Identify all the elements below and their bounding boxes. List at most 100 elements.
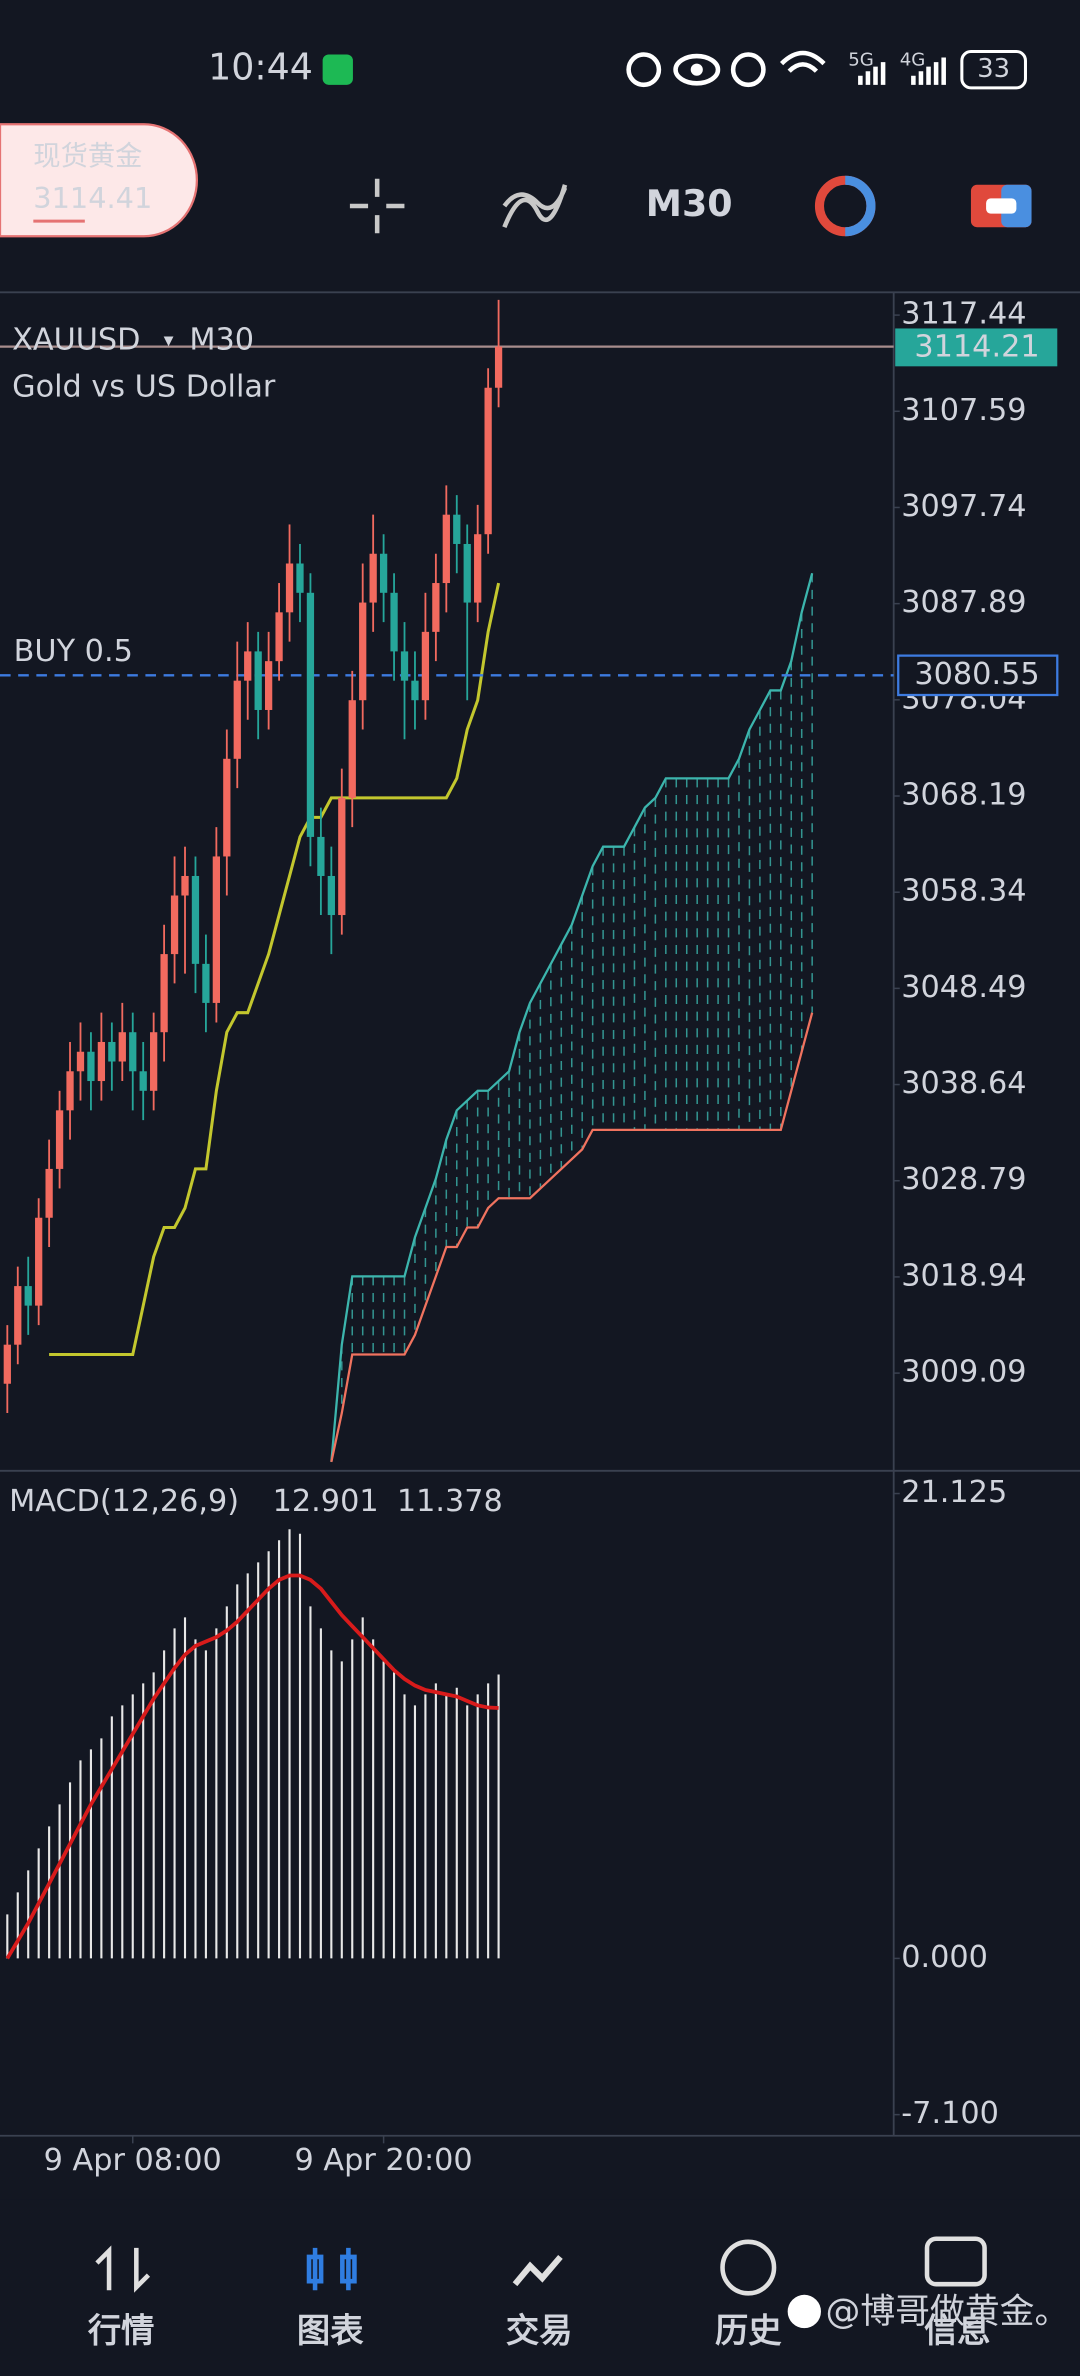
candle-body bbox=[359, 602, 367, 701]
macd-value: 12.901 bbox=[273, 1484, 379, 1519]
candle-body bbox=[160, 954, 168, 1033]
network-label: 5G bbox=[848, 50, 874, 71]
candle-body bbox=[306, 592, 315, 837]
status-icon bbox=[673, 53, 721, 86]
candle-body bbox=[118, 1032, 126, 1062]
y-tick-label: 3068.19 bbox=[901, 778, 1026, 813]
signal-bars bbox=[858, 57, 946, 85]
y-tick-label: 3087.89 bbox=[901, 585, 1026, 620]
macd-y-tick-label: 0.000 bbox=[901, 1940, 988, 1975]
candle-body bbox=[411, 680, 419, 701]
clock-button-half bbox=[844, 175, 876, 237]
status-time: 10:44 bbox=[208, 46, 313, 89]
macd-y-tick-label: 21.125 bbox=[901, 1475, 1007, 1510]
macd-label: MACD(12,26,9) bbox=[9, 1484, 239, 1519]
candle-body bbox=[170, 895, 179, 955]
chart-symbol[interactable]: XAUUSD bbox=[12, 322, 140, 357]
nav-icon bbox=[95, 2245, 151, 2293]
candle-body bbox=[66, 1071, 74, 1111]
candle-body bbox=[97, 1041, 106, 1082]
wifi-icon bbox=[779, 50, 826, 73]
chart-timeframe: M30 bbox=[189, 322, 254, 357]
candle-body bbox=[474, 534, 482, 603]
status-icon bbox=[626, 52, 662, 88]
last-price: 3114.21 bbox=[914, 330, 1039, 365]
plot bbox=[0, 299, 900, 2144]
candle-body bbox=[338, 797, 346, 916]
candle-body bbox=[191, 875, 200, 964]
cloud-span-a bbox=[330, 572, 814, 1462]
crosshair-button[interactable] bbox=[349, 178, 405, 234]
battery-level: 33 bbox=[977, 54, 1010, 84]
indicators-button[interactable] bbox=[502, 184, 568, 229]
order-label: BUY 0.5 bbox=[14, 634, 133, 669]
trade-button-mark bbox=[986, 198, 1017, 214]
candle-body bbox=[3, 1344, 11, 1384]
candle-body bbox=[35, 1217, 43, 1306]
last-price-box bbox=[895, 328, 1058, 367]
candle-body bbox=[327, 875, 335, 916]
candle-body bbox=[55, 1110, 64, 1169]
candle-body bbox=[400, 651, 409, 681]
candle-body bbox=[14, 1286, 22, 1345]
candle-body bbox=[129, 1032, 137, 1072]
y-tick-label: 3028.79 bbox=[901, 1162, 1026, 1197]
macd-signal-value: 11.378 bbox=[397, 1484, 503, 1519]
candle-body bbox=[150, 1032, 158, 1091]
battery bbox=[960, 49, 1027, 90]
symbol-price: 3114.41 bbox=[33, 181, 152, 215]
candle-body bbox=[421, 631, 430, 701]
macd-signal-line bbox=[5, 1573, 499, 1960]
nav-icon bbox=[306, 2247, 357, 2291]
x-tick-label: 9 Apr 20:00 bbox=[295, 2143, 473, 2178]
nav-item[interactable]: 信息 bbox=[924, 2311, 991, 2350]
candle-body bbox=[484, 387, 492, 535]
candle-body bbox=[223, 758, 231, 857]
candle-body bbox=[87, 1051, 95, 1082]
nav-item[interactable]: 交易 bbox=[506, 2311, 573, 2350]
candle-body bbox=[212, 856, 221, 1003]
candle-body bbox=[275, 612, 283, 662]
nav-icon bbox=[720, 2239, 777, 2296]
candle-body bbox=[442, 514, 450, 584]
y-tick-label: 3009.09 bbox=[901, 1355, 1026, 1390]
candle-body bbox=[285, 563, 294, 613]
nav-items: 行情 图表 交易 历史 信息 bbox=[88, 2311, 991, 2350]
candle-body bbox=[379, 553, 388, 593]
candle-body bbox=[348, 700, 356, 798]
nav-item[interactable]: 行情 bbox=[88, 2311, 155, 2350]
symbol-dropdown[interactable]: ▾ bbox=[164, 328, 174, 351]
candle-body bbox=[139, 1071, 147, 1091]
candle-body bbox=[453, 514, 461, 544]
candle-body bbox=[244, 651, 252, 681]
candle-body bbox=[494, 346, 503, 388]
network-label: 4G bbox=[900, 50, 926, 71]
x-tick-label: 9 Apr 08:00 bbox=[44, 2143, 222, 2178]
nav-item[interactable]: 图表 bbox=[297, 2311, 364, 2350]
candle-body bbox=[181, 875, 189, 896]
nav-icon bbox=[924, 2236, 987, 2287]
y-tick-label: 3117.44 bbox=[901, 297, 1026, 332]
nav-icon bbox=[512, 2254, 563, 2287]
order-price-box bbox=[897, 654, 1059, 697]
kijun-line bbox=[49, 582, 501, 1356]
nav-item[interactable]: 历史 bbox=[715, 2311, 782, 2350]
candle-body bbox=[76, 1051, 85, 1072]
candle-body bbox=[254, 651, 262, 710]
candle-body bbox=[432, 583, 440, 632]
order-price: 3080.55 bbox=[914, 657, 1039, 692]
candle-body bbox=[45, 1168, 53, 1218]
candle-body bbox=[24, 1286, 32, 1306]
cloud-span-b bbox=[330, 1012, 814, 1463]
candle-body bbox=[202, 963, 210, 1003]
nav-bar bbox=[0, 2199, 1080, 2376]
macd-y-tick-label: -7.100 bbox=[901, 2096, 999, 2131]
status-icon bbox=[730, 52, 766, 88]
chart-description: Gold vs US Dollar bbox=[12, 369, 276, 404]
timeframe-button[interactable]: M30 bbox=[646, 182, 733, 225]
symbol-pill[interactable] bbox=[0, 123, 198, 238]
candle-body bbox=[390, 592, 398, 652]
watermark: @博哥做黄金。 bbox=[826, 2292, 1070, 2332]
